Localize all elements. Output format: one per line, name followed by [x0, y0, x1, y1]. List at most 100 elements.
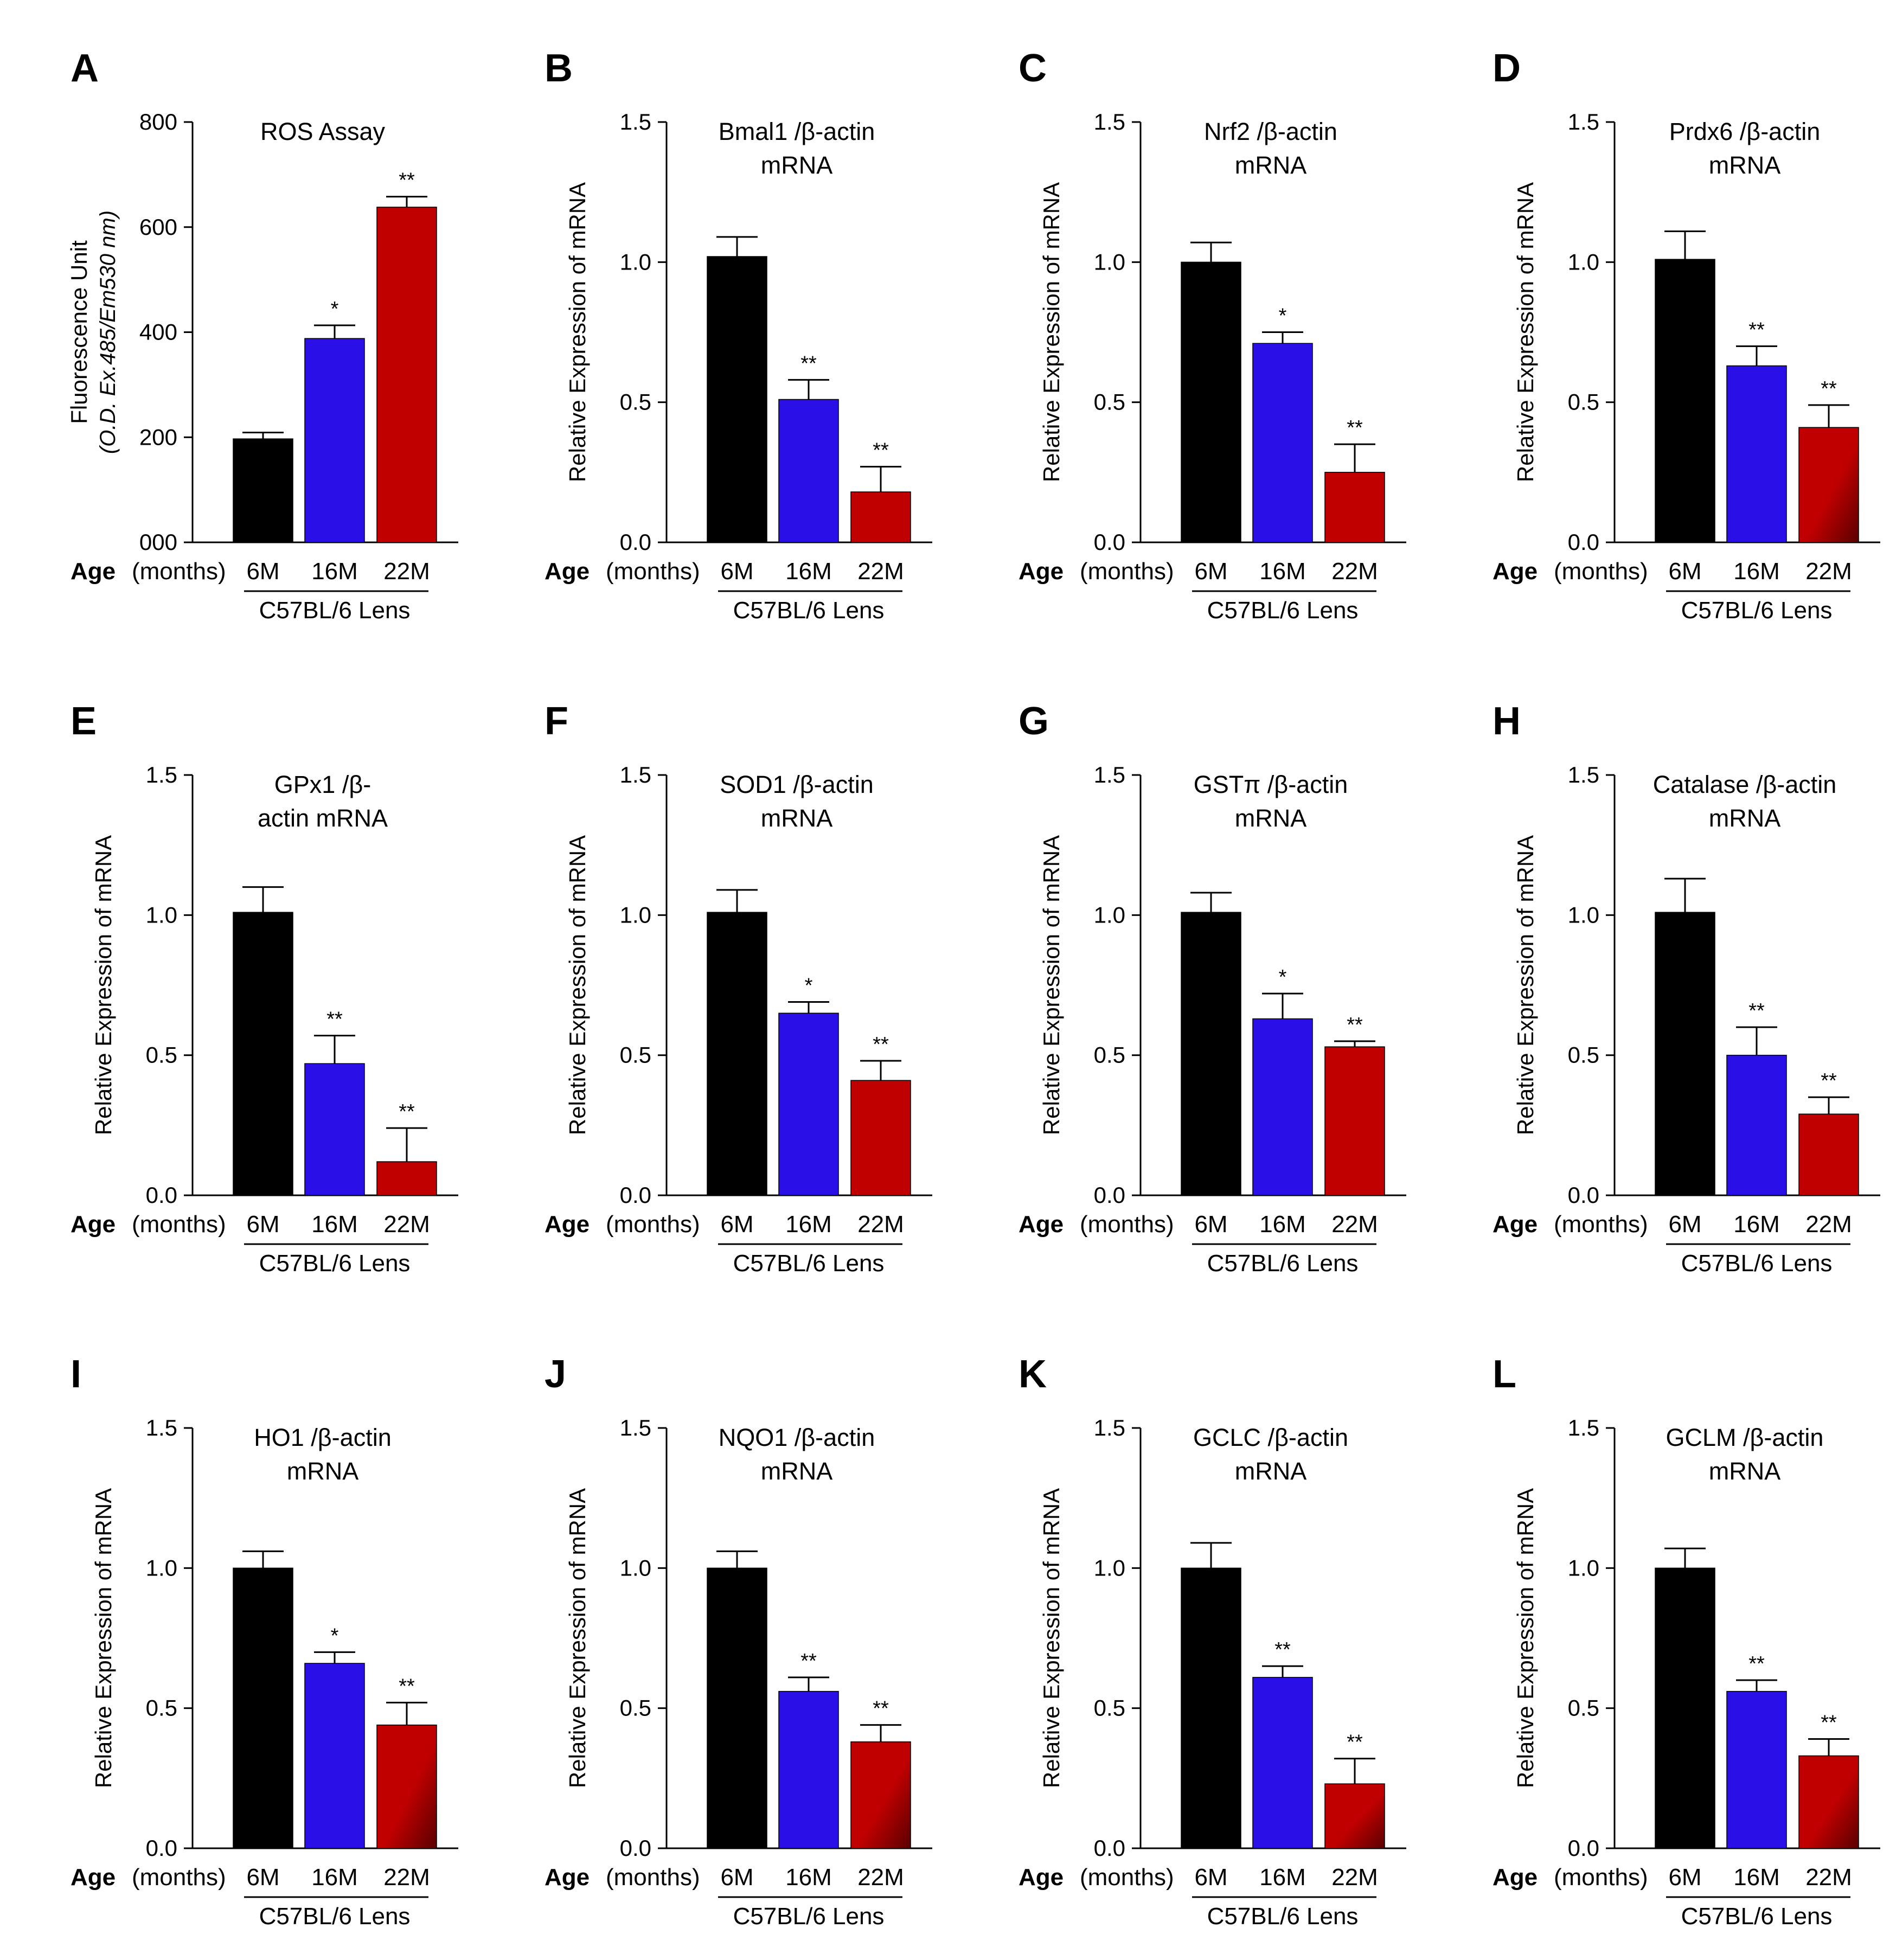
y-tick-label: 0.5: [620, 1042, 651, 1068]
age-label: Age: [545, 1864, 590, 1891]
y-axis-label: Relative Expression of mRNA: [1039, 835, 1064, 1135]
x-tick-label: 6M: [1194, 1211, 1227, 1238]
chart-title: GPx1 /β-: [274, 771, 371, 798]
y-tick-label: 200: [139, 424, 177, 450]
x-tick-label: 6M: [1668, 1211, 1701, 1238]
chart-title: NQO1 /β-actin: [719, 1424, 875, 1451]
y-tick-label: 1.5: [146, 1415, 177, 1440]
y-tick-label: 0.0: [1568, 529, 1599, 555]
x-tick-label: 6M: [720, 1211, 753, 1238]
x-tick-label: 6M: [1194, 1864, 1227, 1891]
bar-6m: [707, 912, 767, 1196]
x-tick-label: 16M: [785, 558, 832, 585]
bar-16m: [1726, 365, 1787, 543]
x-tick-label: 22M: [1331, 1211, 1378, 1238]
bar-16m: [1252, 1677, 1313, 1849]
x-tick-label: 16M: [311, 1211, 358, 1238]
bar-6m: [1181, 261, 1241, 543]
chart-title: Catalase /β-actin: [1653, 771, 1837, 798]
bar-22m: [1324, 1783, 1385, 1849]
y-tick-label: 1.0: [1094, 249, 1125, 274]
chart-svg-b: B 0.0 0.5 1.0 1.5 Relative Expression of mRNA…: [545, 47, 932, 624]
significance-mark: **: [399, 1675, 415, 1698]
y-tick-label: 1.5: [146, 762, 177, 787]
x-tick-label: 22M: [1331, 558, 1378, 585]
panel-label: I: [71, 1353, 81, 1396]
x-tick-label: 22M: [1805, 558, 1852, 585]
chart-svg-c: C 0.0 0.5 1.0 1.5 Relative Expression of mRNA…: [1019, 47, 1406, 624]
y-tick-label: 0.5: [1568, 1695, 1599, 1721]
y-axis-label: Relative Expression of mRNA: [565, 835, 590, 1135]
y-tick-label: 1.5: [620, 762, 651, 787]
significance-mark: **: [1347, 1014, 1363, 1036]
bar-6m: [1181, 912, 1241, 1196]
x-tick-label: 22M: [857, 1211, 904, 1238]
y-axis-label-unit: (O.D. Ex.485/Em530 nm): [96, 210, 120, 454]
group-label: C57BL/6 Lens: [733, 1250, 885, 1277]
chart-title: actin mRNA: [258, 804, 388, 832]
significance-mark: **: [1347, 417, 1363, 439]
bar-6m: [233, 438, 293, 543]
x-tick-label: 6M: [246, 1864, 279, 1891]
x-tick-label: 22M: [1805, 1864, 1852, 1891]
panel-h: H 0.0 0.5 1.0 1.5 Relative Expression of mRNA…: [1422, 653, 1896, 1306]
group-label: C57BL/6 Lens: [1681, 597, 1833, 624]
x-tick-label: 22M: [857, 558, 904, 585]
chart-svg-h: H 0.0 0.5 1.0 1.5 Relative Expression of mRNA…: [1493, 700, 1880, 1277]
panel-f: F 0.0 0.5 1.0 1.5 Relative Expression of mRNA…: [474, 653, 948, 1306]
y-tick-label: 800: [139, 109, 177, 134]
bar-16m: [304, 1663, 365, 1849]
significance-mark: **: [1748, 318, 1765, 341]
bar-22m: [376, 1724, 437, 1849]
bar-16m: [304, 1063, 365, 1196]
bar-22m: [1324, 1046, 1385, 1196]
significance-mark: **: [326, 1008, 343, 1031]
group-label: C57BL/6 Lens: [1681, 1250, 1833, 1277]
chart-svg-i: I 0.0 0.5 1.0 1.5 Relative Expression of mRNA…: [71, 1353, 458, 1930]
x-tick-label: 6M: [246, 558, 279, 585]
age-unit-label: (months): [606, 558, 700, 585]
y-tick-label: 1.5: [1568, 1415, 1599, 1440]
x-tick-label: 22M: [1331, 1864, 1378, 1891]
age-unit-label: (months): [1554, 1211, 1648, 1238]
y-tick-label: 0.0: [620, 529, 651, 555]
bar-22m: [1798, 427, 1859, 543]
chart-svg-k: K 0.0 0.5 1.0 1.5 Relative Expression of mRNA…: [1019, 1353, 1406, 1930]
y-tick-label: 1.0: [1094, 1555, 1125, 1580]
significance-mark: **: [1821, 377, 1837, 400]
y-tick-label: 1.5: [1094, 109, 1125, 134]
chart-title: SOD1 /β-actin: [720, 771, 873, 798]
significance-mark: **: [800, 352, 817, 375]
bar-22m: [1324, 472, 1385, 543]
bar-22m: [1798, 1755, 1859, 1849]
bar-6m: [233, 1567, 293, 1849]
age-label: Age: [71, 1211, 116, 1238]
significance-mark: **: [873, 1698, 889, 1720]
age-label: Age: [71, 1864, 116, 1891]
y-axis-label: Relative Expression of mRNA: [1513, 182, 1538, 482]
chart-title: Bmal1 /β-actin: [719, 118, 875, 145]
y-tick-label: 0.5: [1094, 389, 1125, 415]
panel-label: A: [71, 47, 99, 90]
y-tick-label: 1.5: [1094, 1415, 1125, 1440]
panel-label: F: [545, 700, 568, 743]
bar-16m: [1726, 1690, 1787, 1849]
significance-mark: *: [331, 298, 339, 321]
y-tick-label: 0.5: [146, 1042, 177, 1068]
chart-title: mRNA: [1709, 804, 1781, 832]
panel-i: I 0.0 0.5 1.0 1.5 Relative Expression of mRNA…: [0, 1306, 474, 1959]
x-tick-label: 16M: [311, 1864, 358, 1891]
bar-22m: [1798, 1113, 1859, 1196]
age-unit-label: (months): [132, 1211, 226, 1238]
group-label: C57BL/6 Lens: [259, 1250, 411, 1277]
panel-a: A 000 200 400 600 800 Fluorescence Unit (O.D. E…: [0, 0, 474, 653]
bar-16m: [778, 399, 839, 543]
panel-j: J 0.0 0.5 1.0 1.5 Relative Expression of mRNA…: [474, 1306, 948, 1959]
panel-l: L 0.0 0.5 1.0 1.5 Relative Expression of mRNA…: [1422, 1306, 1896, 1959]
y-tick-label: 0.5: [1094, 1695, 1125, 1721]
y-tick-label: 400: [139, 319, 177, 345]
y-tick-label: 0.5: [146, 1695, 177, 1721]
age-label: Age: [1493, 1864, 1538, 1891]
significance-mark: **: [1748, 1000, 1765, 1022]
chart-title: mRNA: [1235, 804, 1307, 832]
